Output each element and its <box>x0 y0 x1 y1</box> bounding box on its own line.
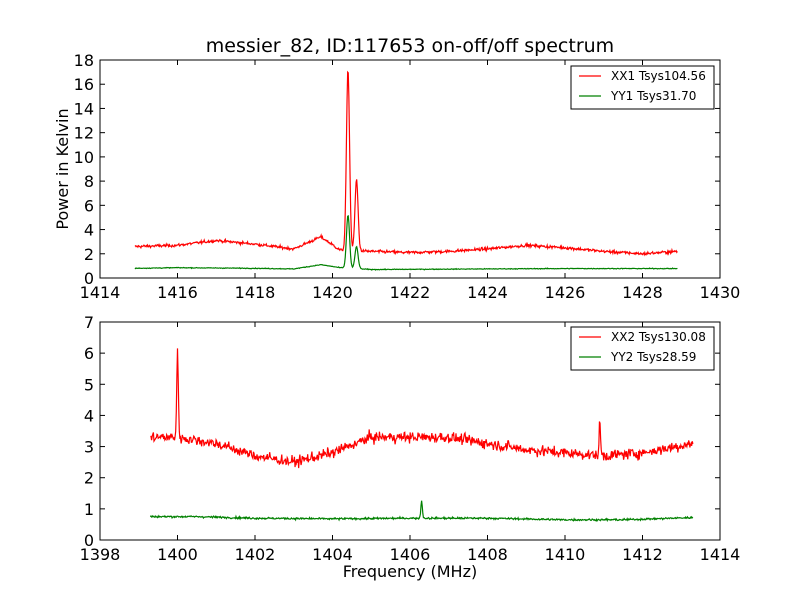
legend-label-top-2: YY1 Tsys31.70 <box>610 89 696 103</box>
legend-label-top-1: XX1 Tsys104.56 <box>611 69 706 83</box>
x-tick-label-bottom: 1402 <box>235 545 276 564</box>
series-line-top-1 <box>134 70 678 257</box>
series-line-bottom-1 <box>150 348 694 469</box>
x-tick-label-top: 1418 <box>235 283 276 302</box>
plot-bottom: 1398 1400 1402 1404 1406 1408 1410 1412 1414 0 1 2 3… <box>80 313 741 564</box>
y-tick-label-top: 4 <box>84 221 94 240</box>
x-tick-label-bottom: 1404 <box>312 545 353 564</box>
x-tick-label-top: 1414 <box>80 283 121 302</box>
y-axis-label: Power in Kelvin <box>53 108 72 229</box>
y-tick-label-top: 16 <box>74 75 94 94</box>
y-tick-label-bottom: 1 <box>84 500 94 519</box>
legend-label-bottom-2: YY2 Tsys28.59 <box>610 350 696 364</box>
y-tick-label-top: 6 <box>84 196 94 215</box>
y-tick-label-top: 18 <box>74 51 94 70</box>
series-line-bottom-2 <box>149 500 694 523</box>
x-tick-label-top: 1428 <box>622 283 663 302</box>
x-tick-label-top: 1430 <box>700 283 741 302</box>
y-tick-label-bottom: 4 <box>84 406 94 425</box>
plot-top: 1414 1416 1418 1420 1422 1424 1426 1428 14300246… <box>74 51 741 302</box>
x-tick-label-bottom: 1400 <box>157 545 198 564</box>
series-line-top-2 <box>134 215 678 271</box>
y-tick-label-top: 14 <box>74 99 94 118</box>
y-tick-label-bottom: 7 <box>84 313 94 332</box>
x-tick-label-bottom: 1406 <box>390 545 431 564</box>
x-tick-label-bottom: 1412 <box>622 545 663 564</box>
x-tick-label-bottom: 1410 <box>545 545 586 564</box>
legend-bottom <box>570 326 715 371</box>
x-tick-label-top: 1422 <box>390 283 431 302</box>
x-tick-label-top: 1426 <box>545 283 586 302</box>
y-tick-label-top: 8 <box>84 172 94 191</box>
legend-label-bottom-1: XX2 Tsys130.08 <box>611 330 706 344</box>
x-tick-label-top: 1420 <box>312 283 353 302</box>
x-tick-label-top: 1424 <box>467 283 508 302</box>
x-tick-label-bottom: 1414 <box>700 545 741 564</box>
chart-title: messier_82, ID:117653 on-off/off spectru… <box>206 35 614 57</box>
x-tick-label-top: 1416 <box>157 283 198 302</box>
x-tick-label-bottom: 1398 <box>80 545 121 564</box>
y-tick-label-bottom: 2 <box>84 469 94 488</box>
x-tick-label-bottom: 1408 <box>467 545 508 564</box>
y-tick-label-top: 12 <box>74 124 94 143</box>
y-tick-label-top: 0 <box>84 269 94 288</box>
legend-top <box>570 65 715 110</box>
y-tick-label-bottom: 6 <box>84 344 94 363</box>
y-tick-label-top: 2 <box>84 245 94 264</box>
y-tick-label-bottom: 3 <box>84 438 94 457</box>
y-tick-label-bottom: 5 <box>84 375 94 394</box>
y-tick-label-bottom: 0 <box>84 531 94 550</box>
x-axis-label: Frequency (MHz) <box>343 562 477 581</box>
y-tick-label-top: 10 <box>74 148 94 167</box>
